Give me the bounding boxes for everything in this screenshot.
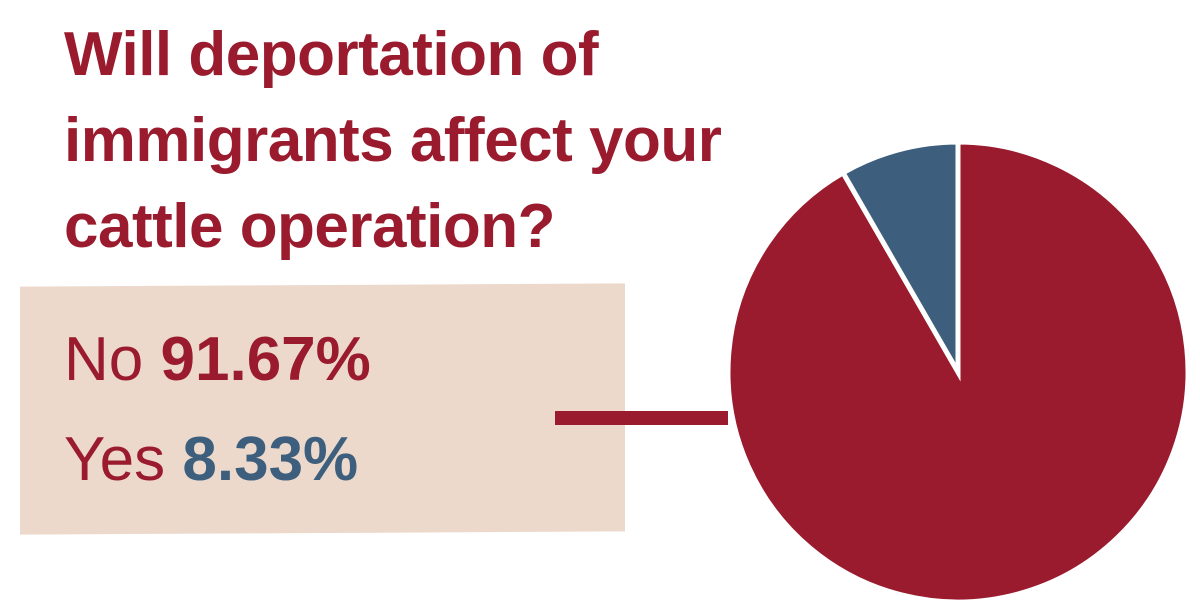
legend-label: No xyxy=(64,325,144,394)
chart-title: Will deportation of immigrants affect yo… xyxy=(64,20,722,261)
pie-slice xyxy=(839,139,961,382)
legend-label: Yes xyxy=(64,425,166,494)
legend-entry: No 91.67% xyxy=(64,325,371,395)
legend-entry: Yes 8.33% xyxy=(64,425,358,495)
value-label: 91.67% xyxy=(160,325,371,394)
value-label: 8.33% xyxy=(182,425,359,494)
